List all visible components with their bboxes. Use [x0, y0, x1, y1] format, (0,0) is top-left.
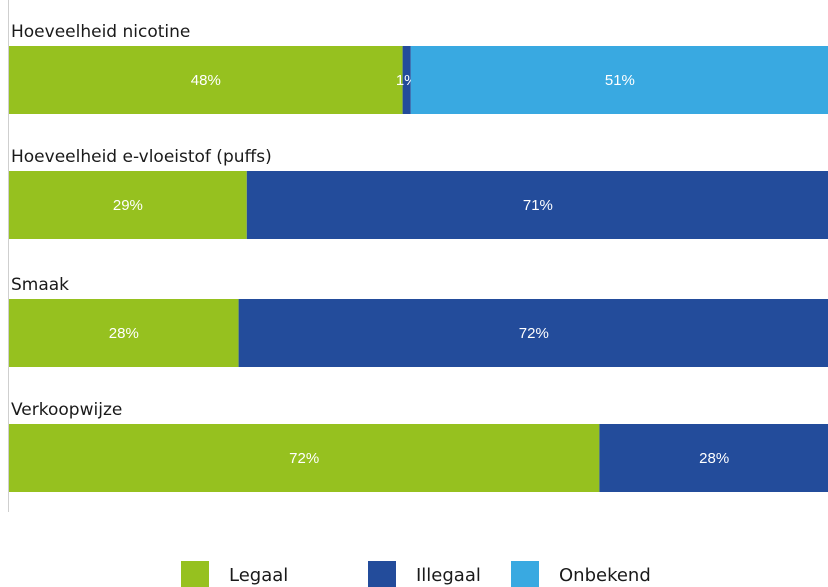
data-label: 51% — [605, 72, 635, 89]
legend: Legaal Illegaal Onbekend — [181, 561, 651, 587]
data-label: 48% — [191, 72, 221, 89]
bar-segment-legaal — [9, 299, 239, 367]
data-label: 72% — [289, 450, 319, 467]
legend-label-legaal: Legaal — [229, 565, 288, 586]
category-label: Verkoopwijze — [11, 400, 122, 420]
legend-label-illegaal: Illegaal — [416, 565, 481, 586]
category-label: Hoeveelheid nicotine — [11, 22, 190, 42]
bar-segment-legaal — [9, 46, 403, 114]
legend-swatch-legaal — [181, 561, 209, 587]
bar-segment-illegaal — [246, 171, 828, 239]
data-label: 29% — [113, 197, 143, 214]
legend-label-onbekend: Onbekend — [559, 565, 651, 586]
category-label: Hoeveelheid e-vloeistof (puffs) — [11, 147, 272, 167]
legend-swatch-onbekend — [511, 561, 539, 587]
bar-segment-illegaal — [599, 424, 828, 492]
data-label: 71% — [523, 197, 553, 214]
bar-segment-onbekend — [410, 46, 828, 114]
data-label: 28% — [109, 325, 139, 342]
bar-segment-illegaal — [238, 299, 828, 367]
bar-segment-legaal — [9, 171, 247, 239]
legend-swatch-illegaal — [368, 561, 396, 587]
category-label: Smaak — [11, 275, 69, 295]
data-label: 72% — [519, 325, 549, 342]
bar-segment-legaal — [9, 424, 600, 492]
bar-segment-illegaal — [402, 46, 411, 114]
data-label: 28% — [699, 450, 729, 467]
